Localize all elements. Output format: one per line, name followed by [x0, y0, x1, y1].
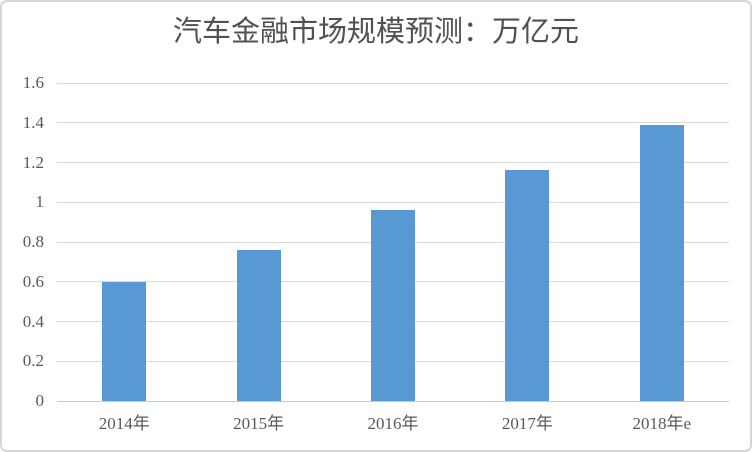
x-tick-label: 2017年 — [501, 414, 553, 433]
y-tick-label: 0.4 — [22, 311, 44, 331]
x-tick-label: 2016年 — [367, 414, 419, 433]
x-tick-label: 2018年e — [632, 414, 692, 433]
x-tick-label: 2014年 — [98, 414, 150, 433]
chart-title: 汽车金融市场规模预测：万亿元 — [172, 16, 579, 48]
x-axis-line — [57, 400, 729, 402]
gridline — [57, 122, 729, 124]
y-tick-label: 0 — [35, 391, 45, 410]
y-tick-label: 1 — [35, 192, 45, 212]
x-tick-label: 2015年 — [233, 414, 285, 433]
gridline — [57, 82, 729, 84]
bar — [371, 210, 415, 401]
y-tick-label: 0.8 — [22, 232, 44, 251]
gridline — [57, 201, 729, 203]
y-tick-label: 1.2 — [22, 152, 44, 172]
y-tick-label: 1.4 — [22, 112, 44, 132]
bar — [236, 249, 281, 401]
bar — [102, 281, 147, 401]
gridline — [57, 162, 729, 163]
y-tick-label: 1.6 — [22, 73, 44, 92]
y-tick-label: 0.2 — [22, 351, 44, 371]
bar — [639, 124, 684, 401]
y-tick-label: 0.6 — [22, 271, 44, 291]
plot-area — [57, 82, 729, 402]
bar — [505, 170, 550, 401]
